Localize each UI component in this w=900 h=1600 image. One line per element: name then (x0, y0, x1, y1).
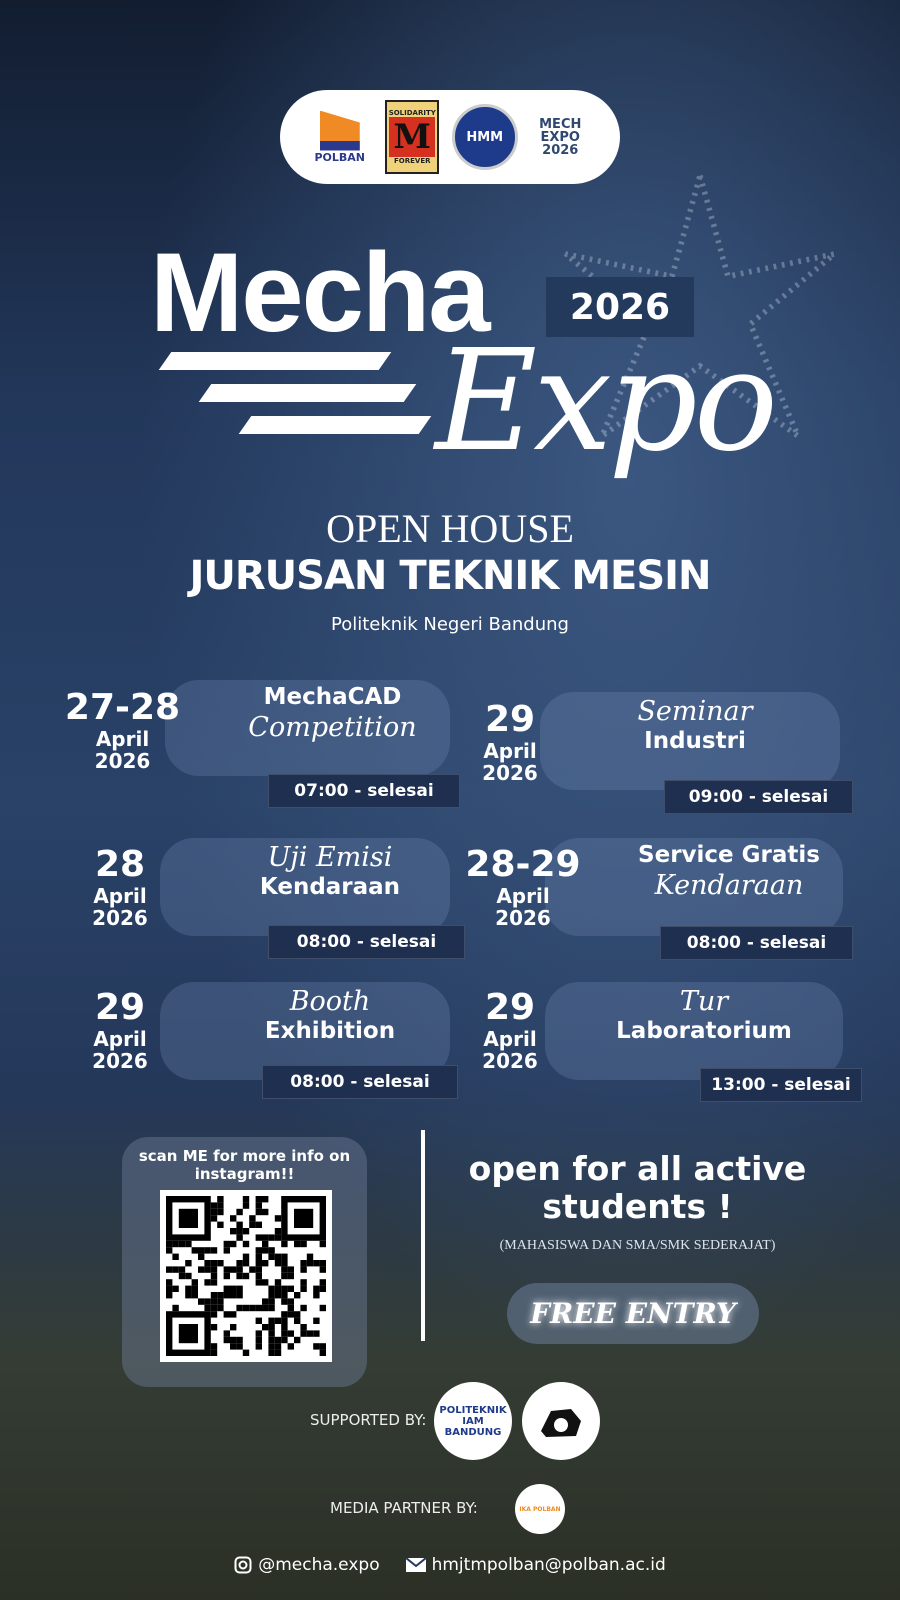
supported-by-label: SUPPORTED BY: (310, 1411, 427, 1429)
engine-icon (541, 1409, 581, 1437)
speed-stripe (198, 384, 417, 402)
event-title: Booth Exhibition (200, 986, 460, 1046)
title-expo: Expo (435, 320, 778, 483)
iam-polban-logo: POLITEKNIK IAM BANDUNG (434, 1382, 512, 1460)
event-time-badge: 08:00 - selesai (660, 926, 853, 960)
event-title-line1: Service Gratis (638, 842, 820, 868)
star-decoration-icon (563, 170, 837, 445)
engine-logo (522, 1382, 600, 1460)
event-time-badge: 09:00 - selesai (664, 780, 853, 814)
event-title: Service Gratis Kendaraan (595, 842, 863, 902)
audience-headline: open for all active students ! (468, 1149, 807, 1226)
event-title-line1: Seminar (637, 696, 753, 727)
open-house-heading: OPEN HOUSE (326, 506, 574, 551)
solidarity-m-logo: SOLIDARITY M FOREVER (385, 100, 440, 174)
event-year: 2026 (482, 1048, 538, 1073)
event-day: 27-28 (64, 687, 181, 728)
event-card (545, 982, 843, 1080)
event-title-line1: Booth (289, 986, 371, 1017)
event-title: Uji Emisi Kendaraan (200, 842, 460, 902)
media-partner-label: MEDIA PARTNER BY: (330, 1499, 478, 1517)
event-card (540, 692, 840, 790)
ika-polban-logo: IKA POLBAN (515, 1484, 565, 1534)
event-title-line2: Kendaraan (259, 874, 401, 901)
audience-note: (MAHASISWA DAN SMA/SMK SEDERAJAT) (499, 1238, 776, 1253)
free-entry-badge: FREE ENTRY (507, 1283, 759, 1344)
event-day: 28-29 (465, 844, 581, 885)
event-title-line1: Tur (679, 986, 729, 1017)
event-month: April (483, 1026, 537, 1051)
speed-stripe (158, 352, 392, 370)
event-time-badge: 07:00 - selesai (268, 774, 460, 808)
hmm-logo: HMM (451, 100, 518, 174)
event-title-line2: Competition (248, 711, 417, 743)
event-day: 28 (94, 844, 146, 885)
email-link[interactable]: hmjtmpolban@polban.ac.id (405, 1555, 666, 1575)
instagram-icon (234, 1556, 252, 1574)
event-date: 29 April 2026 (75, 988, 165, 1072)
institution-name: Politeknik Negeri Bandung (331, 614, 569, 635)
event-time-badge: 13:00 - selesai (700, 1068, 862, 1102)
event-date: 27-28 April 2026 (60, 688, 185, 772)
speed-stripe (238, 416, 432, 434)
event-year: 2026 (482, 760, 538, 785)
event-date: 28 April 2026 (75, 845, 165, 929)
mail-icon (405, 1558, 426, 1572)
event-day: 29 (94, 987, 146, 1028)
event-month: April (93, 1026, 147, 1051)
event-year: 2026 (92, 1048, 148, 1073)
divider (421, 1130, 425, 1341)
event-month: April (93, 883, 147, 908)
footer: @mecha.expo hmjtmpolban@polban.ac.id (0, 1555, 900, 1575)
event-day: 29 (484, 987, 536, 1028)
department-heading: JURUSAN TEKNIK MESIN (189, 553, 712, 599)
polban-logo: POLBAN (310, 100, 370, 174)
title-year: 2026 (546, 277, 694, 337)
mech-expo-logo: MECH EXPO 2026 (539, 116, 582, 158)
qr-caption: scan ME for more info on instagram!! (138, 1147, 351, 1183)
event-day: 29 (484, 699, 536, 740)
event-month: April (95, 726, 150, 751)
instagram-qr-code[interactable] (160, 1190, 332, 1362)
event-title-line1: MechaCAD (263, 684, 402, 710)
event-month: April (496, 883, 550, 908)
logo-bar: POLBAN SOLIDARITY M FOREVER HMM MECH EXPO … (280, 90, 620, 184)
event-card (160, 982, 450, 1080)
event-title-line2: Kendaraan (654, 869, 804, 901)
event-card (165, 680, 450, 776)
event-date: 29 April 2026 (470, 988, 550, 1072)
event-title-line2: Exhibition (264, 1018, 396, 1045)
event-month: April (483, 738, 537, 763)
event-time-badge: 08:00 - selesai (268, 925, 465, 959)
event-date: 28-29 April 2026 (458, 845, 588, 929)
event-title-line2: Laboratorium (616, 1018, 792, 1045)
event-title: MechaCAD Competition (205, 684, 460, 744)
event-time-badge: 08:00 - selesai (262, 1065, 458, 1099)
instagram-link[interactable]: @mecha.expo (234, 1555, 380, 1575)
event-year: 2026 (495, 905, 551, 930)
event-card (160, 838, 450, 936)
event-title: Seminar Industri (560, 696, 830, 756)
event-year: 2026 (94, 748, 151, 773)
event-title-line1: Uji Emisi (267, 842, 393, 873)
event-date: 29 April 2026 (470, 700, 550, 784)
event-title-line2: Industri (644, 728, 746, 755)
event-title: Tur Laboratorium (570, 986, 838, 1046)
event-card (545, 838, 843, 936)
title-mecha: Mecha (150, 230, 491, 355)
event-year: 2026 (92, 905, 148, 930)
